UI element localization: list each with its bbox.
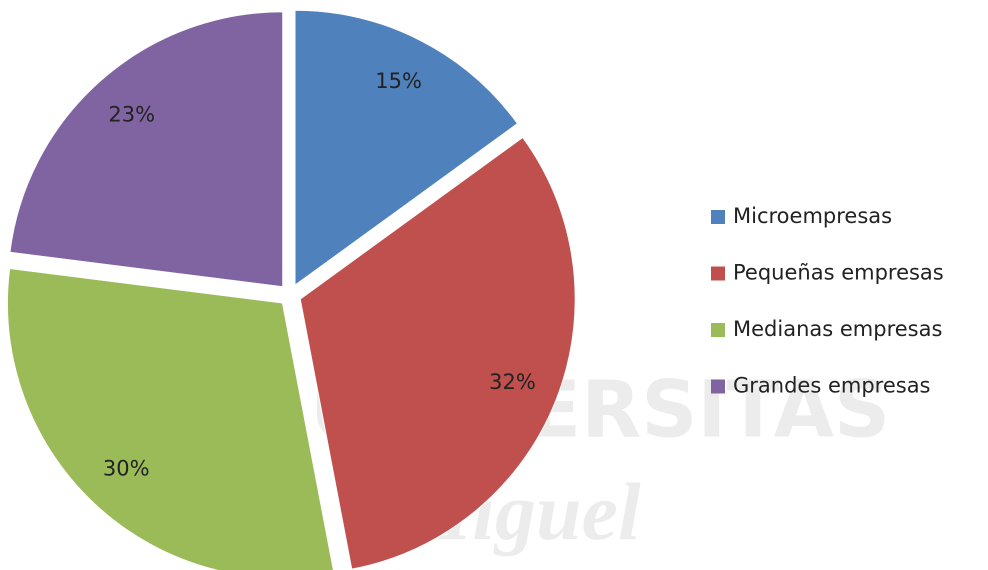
legend-swatch xyxy=(711,266,725,281)
legend-swatch xyxy=(711,379,725,394)
legend-swatch xyxy=(711,210,725,224)
legend-swatch xyxy=(711,323,725,337)
pie-slice xyxy=(299,136,576,570)
data-label: 32% xyxy=(489,370,536,394)
legend-label: Grandes empresas xyxy=(733,374,931,398)
legend-label: Pequeñas empresas xyxy=(733,261,944,285)
data-label: 23% xyxy=(108,103,155,127)
pie-slice xyxy=(7,267,334,570)
data-label: 15% xyxy=(375,69,422,93)
legend-label: Medianas empresas xyxy=(733,317,942,341)
data-label: 30% xyxy=(103,456,150,480)
legend-label: Microempresas xyxy=(733,204,892,228)
legend: Microempresas Pequeñas empresas Medianas e… xyxy=(711,204,944,398)
pie-slice xyxy=(294,9,519,287)
pie-slice xyxy=(9,11,284,288)
pie: 15% 32% 30% 23% xyxy=(7,9,576,570)
